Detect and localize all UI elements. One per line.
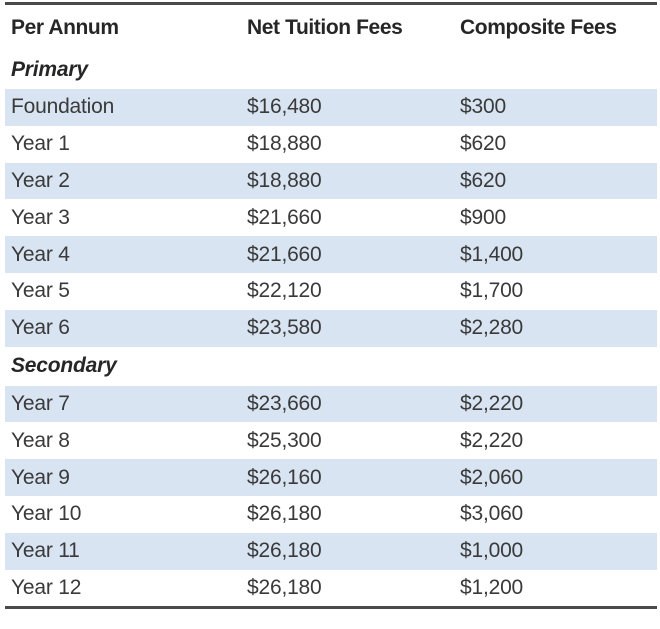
composite-fee-cell: $2,220	[460, 428, 524, 452]
table-row: Year 8 $25,300 $2,220	[5, 422, 657, 459]
level-cell: Year 6	[11, 316, 70, 340]
level-cell: Year 7	[11, 391, 70, 415]
net-fee-cell: $18,880	[247, 132, 322, 156]
net-fee-cell: $21,660	[247, 205, 322, 229]
top-rule	[5, 2, 657, 5]
composite-fee-cell: $1,200	[460, 575, 524, 599]
table-row: Year 4 $21,660 $1,400	[5, 236, 657, 273]
fee-table: Per Annum Net Tuition Fees Composite Fee…	[5, 2, 657, 610]
composite-fee-cell: $3,060	[460, 502, 524, 526]
level-cell: Year 8	[11, 428, 70, 452]
net-fee-cell: $26,180	[247, 539, 322, 563]
table-row: Year 9 $26,160 $2,060	[5, 459, 657, 496]
composite-fee-cell: $2,220	[460, 391, 524, 415]
header-row: Per Annum Net Tuition Fees Composite Fee…	[5, 5, 657, 50]
net-fee-cell: $16,480	[247, 95, 322, 119]
composite-fee-cell: $620	[460, 168, 506, 192]
level-cell: Year 11	[11, 539, 80, 563]
composite-fee-cell: $300	[460, 95, 506, 119]
level-cell: Year 9	[11, 465, 70, 489]
section-title: Secondary	[11, 354, 117, 378]
composite-fee-cell: $2,280	[460, 316, 524, 340]
header-net-tuition: Net Tuition Fees	[247, 15, 403, 39]
net-fee-cell: $26,180	[247, 502, 322, 526]
composite-fee-cell: $2,060	[460, 465, 524, 489]
section-title-secondary: Secondary	[5, 347, 657, 386]
table-row: Year 11 $26,180 $1,000	[5, 532, 657, 570]
level-cell: Year 12	[11, 575, 82, 599]
net-fee-cell: $18,880	[247, 168, 322, 192]
section-title-primary: Primary	[5, 50, 657, 89]
composite-fee-cell: $1,000	[460, 539, 524, 563]
section-title: Primary	[11, 57, 88, 81]
table-row: Year 3 $21,660 $900	[5, 199, 657, 236]
table-row: Year 1 $18,880 $620	[5, 126, 657, 163]
net-fee-cell: $26,180	[247, 575, 322, 599]
table-row: Year 5 $22,120 $1,700	[5, 273, 657, 310]
level-cell: Year 1	[11, 132, 70, 156]
composite-fee-cell: $1,400	[460, 242, 524, 266]
level-cell: Year 4	[11, 242, 70, 266]
net-fee-cell: $23,580	[247, 316, 322, 340]
table-row: Foundation $16,480 $300	[5, 89, 657, 126]
net-fee-cell: $21,660	[247, 242, 322, 266]
net-fee-cell: $22,120	[247, 279, 322, 303]
composite-fee-cell: $1,700	[460, 279, 524, 303]
net-fee-cell: $23,660	[247, 391, 322, 415]
level-cell: Year 5	[11, 279, 70, 303]
net-fee-cell: $26,160	[247, 465, 322, 489]
table-row: Year 2 $18,880 $620	[5, 162, 657, 200]
composite-fee-cell: $900	[460, 205, 506, 229]
bottom-rule	[5, 606, 657, 610]
level-cell: Year 3	[11, 205, 70, 229]
header-per-annum: Per Annum	[11, 15, 119, 39]
table-row: Year 10 $26,180 $3,060	[5, 496, 657, 533]
header-composite: Composite Fees	[460, 15, 617, 39]
level-cell: Year 2	[11, 168, 70, 192]
table-row: Year 12 $26,180 $1,200	[5, 570, 657, 607]
composite-fee-cell: $620	[460, 132, 506, 156]
table-row: Year 7 $23,660 $2,220	[5, 385, 657, 423]
level-cell: Year 10	[11, 502, 82, 526]
net-fee-cell: $25,300	[247, 428, 322, 452]
level-cell: Foundation	[11, 95, 115, 119]
table-row: Year 6 $23,580 $2,280	[5, 309, 657, 347]
